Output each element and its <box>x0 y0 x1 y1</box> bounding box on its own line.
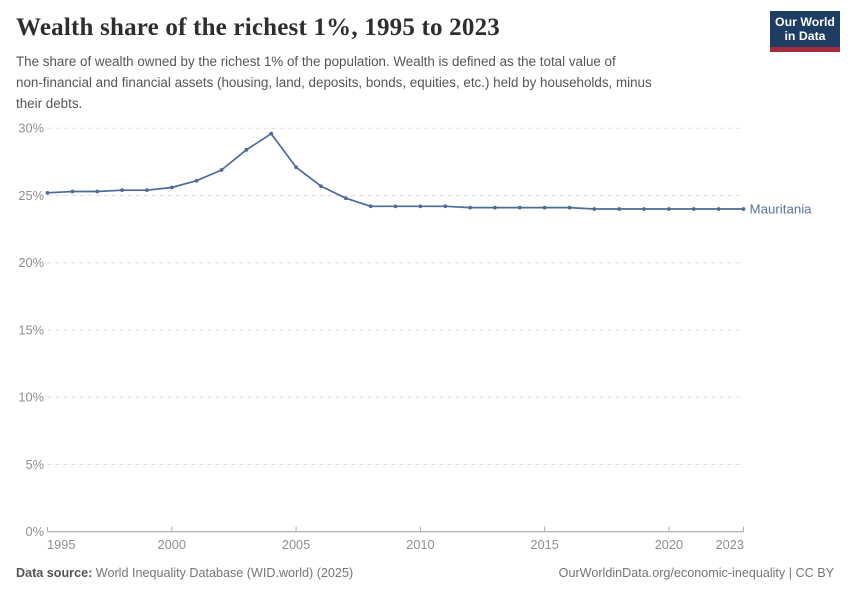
y-axis-tick-label: 30% <box>18 121 44 136</box>
data-point[interactable] <box>194 178 199 183</box>
data-point[interactable] <box>343 196 348 201</box>
x-axis-tick-label: 2020 <box>655 537 683 552</box>
x-axis-tick-label: 2015 <box>530 537 558 552</box>
data-point[interactable] <box>70 189 75 194</box>
data-point[interactable] <box>368 204 373 209</box>
data-point[interactable] <box>716 207 721 211</box>
footer-data-source: Data source: World Inequality Database (… <box>16 566 353 580</box>
x-axis-tick-label: 2000 <box>158 537 186 552</box>
data-source-label: Data source: <box>16 566 93 580</box>
data-point[interactable] <box>393 204 398 209</box>
data-source-value: World Inequality Database (WID.world) (2… <box>95 566 354 580</box>
data-point[interactable] <box>567 205 572 210</box>
chart-svg: 0% 5% 10% 15% 20% 25% 30% 1995 2000 2005 2010 2015 2… <box>18 121 813 553</box>
data-point[interactable] <box>95 189 100 194</box>
y-axis-tick-label: 25% <box>18 188 44 203</box>
data-point[interactable] <box>741 207 746 211</box>
footer-attribution-link[interactable]: OurWorldinData.org/economic-inequality |… <box>558 566 834 580</box>
chart-footer: Data source: World Inequality Database (… <box>16 566 834 580</box>
page-title: Wealth share of the richest 1%, 1995 to … <box>16 14 500 41</box>
owid-logo-line: in Data <box>784 29 826 43</box>
y-axis-tick-label: 5% <box>26 457 45 472</box>
data-point[interactable] <box>244 147 249 152</box>
data-point[interactable] <box>45 190 50 195</box>
data-point[interactable] <box>493 205 497 210</box>
data-point[interactable] <box>667 207 671 211</box>
data-point[interactable] <box>269 131 274 136</box>
data-point[interactable] <box>642 207 646 211</box>
data-point[interactable] <box>542 205 547 210</box>
owid-logo-red-bar <box>770 47 840 52</box>
data-point[interactable] <box>418 204 423 209</box>
y-axis-tick-label: 20% <box>18 255 44 270</box>
owid-logo-text: Our World in Data <box>770 11 840 47</box>
chart-subtitle: The share of wealth owned by the richest… <box>16 52 652 114</box>
data-point[interactable] <box>120 188 124 193</box>
y-axis-tick-label: 10% <box>18 390 44 405</box>
owid-logo-line: Our World <box>775 14 835 29</box>
data-point[interactable] <box>294 165 298 170</box>
y-axis-tick-label: 0% <box>26 524 45 539</box>
subtitle-line: non-financial and financial assets (hous… <box>16 74 652 90</box>
x-axis-tick-label: 2010 <box>406 537 434 552</box>
y-axis-tick-label: 15% <box>18 322 44 337</box>
data-point[interactable] <box>169 185 174 190</box>
x-axis-tick-label: 2023 <box>716 537 744 552</box>
subtitle-line: their debts. <box>16 95 83 111</box>
data-point[interactable] <box>468 205 472 210</box>
entity-label[interactable]: Mauritania <box>750 201 813 216</box>
data-point[interactable] <box>145 188 149 193</box>
subtitle-line: The share of wealth owned by the richest… <box>16 54 616 69</box>
x-axis-tick-label: 2005 <box>282 537 310 552</box>
data-point[interactable] <box>691 207 696 211</box>
data-point[interactable] <box>617 207 622 211</box>
data-line[interactable] <box>46 132 745 210</box>
data-point[interactable] <box>319 184 323 189</box>
data-point[interactable] <box>443 204 448 209</box>
data-point[interactable] <box>219 168 224 172</box>
data-point[interactable] <box>592 207 597 211</box>
owid-logo[interactable]: Our World in Data <box>770 11 840 52</box>
x-axis-tick-label: 1995 <box>47 537 75 552</box>
data-point[interactable] <box>517 205 522 210</box>
